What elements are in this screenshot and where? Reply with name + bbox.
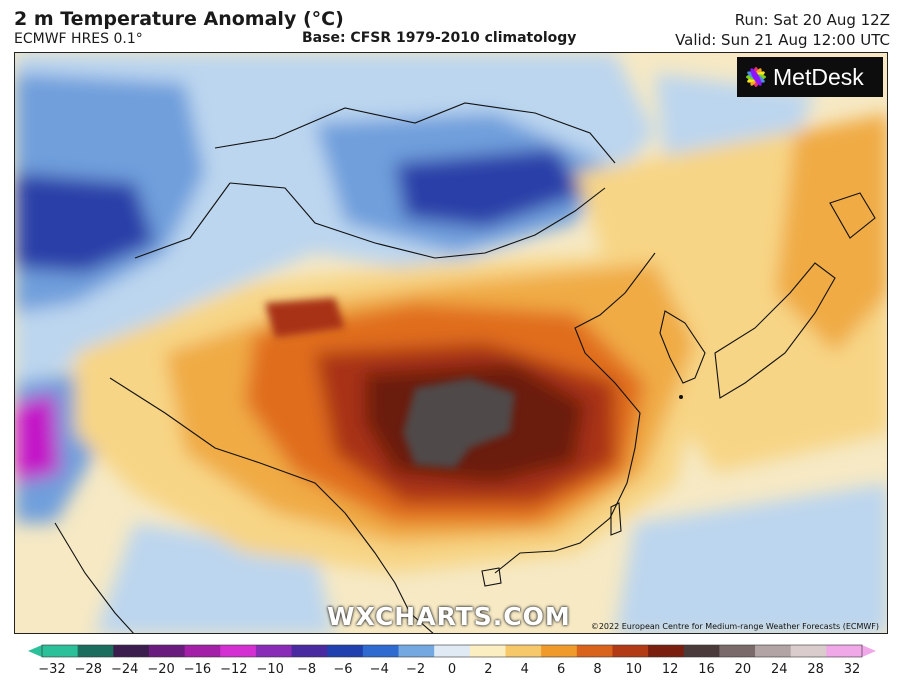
- colorbar-tick-label: 16: [698, 662, 715, 677]
- colorbar-tick-label: 0: [447, 662, 457, 677]
- country-borders: [54, 102, 876, 633]
- metdesk-flower-icon: [746, 67, 766, 87]
- field-cold-pacific-south: [615, 483, 887, 633]
- colorbar-tick-label: 32: [843, 662, 861, 677]
- colorbar-tick-label: −16: [183, 662, 212, 677]
- metdesk-logo: MetDesk: [737, 57, 883, 97]
- japan-honshu: [714, 262, 836, 399]
- border-india-coast: [54, 522, 134, 633]
- jeju-island: [679, 395, 683, 399]
- colorbar-strip: [28, 644, 876, 658]
- colorbar-tick-label: −24: [111, 662, 139, 677]
- border-se-asia: [344, 512, 434, 633]
- colorbar-tick-label: −4: [369, 662, 389, 677]
- colorbar-segment: [755, 645, 792, 657]
- border-mongolia-china: [229, 182, 606, 259]
- colorbar-max-arrow: [862, 645, 876, 657]
- colorbar-segment: [648, 645, 685, 657]
- colorbar-segment: [683, 645, 720, 657]
- colorbar-segment: [362, 645, 400, 657]
- colorbar-segment: [184, 645, 221, 657]
- anomaly-map: MetDesk WXCHARTS.COM ©2022 European Cent…: [14, 52, 888, 634]
- colorbar-segment: [505, 645, 542, 657]
- colorbar-min-arrow: [28, 645, 42, 657]
- colorbar: −32 −28 −24 −20 −16 −12 −10 −8 −6 −4 −2 0 2 4 6 8 10 12 16…: [28, 643, 876, 689]
- colorbar-tick-label: −28: [74, 662, 103, 677]
- colorbar-tick-label: 20: [734, 662, 752, 677]
- chart-title: 2 m Temperature Anomaly (°C): [14, 8, 344, 30]
- border-india-china: [109, 377, 346, 514]
- colorbar-segment: [255, 645, 293, 657]
- colorbar-tick-label: 12: [661, 662, 679, 677]
- colorbar-segment: [612, 645, 649, 657]
- field-cold-deep-mongolia: [395, 148, 585, 228]
- coastline-east-asia: [494, 252, 656, 574]
- border-russia-mongolia: [214, 102, 616, 164]
- colorbar-tick-label: −8: [296, 662, 317, 677]
- model-name: ECMWF HRES 0.1°: [14, 31, 143, 47]
- field-hot-tibet-spot: [265, 298, 345, 338]
- hainan-island: [481, 567, 502, 587]
- colorbar-segment: [576, 645, 614, 657]
- colorbar-segment: [790, 645, 827, 657]
- japan-hokkaido: [829, 192, 876, 239]
- colorbar-tick-label: −20: [147, 662, 175, 677]
- field-warm-japan-sea: [775, 113, 887, 353]
- colorbar-segment: [469, 645, 507, 657]
- colorbar-segment: [148, 645, 186, 657]
- korea-peninsula: [659, 310, 706, 384]
- taiwan-island: [610, 502, 622, 536]
- colorbar-segment: [398, 645, 435, 657]
- colorbar-segment: [327, 645, 364, 657]
- colorbar-tick-label: 8: [593, 662, 602, 677]
- colorbar-segment: [719, 645, 756, 657]
- colorbar-tick-label: −32: [38, 662, 66, 677]
- colorbar-segment: [77, 645, 114, 657]
- colorbar-tick-label: 28: [807, 662, 824, 677]
- colorbar-segment: [113, 645, 150, 657]
- anomaly-field: [15, 53, 887, 633]
- colorbar-segment: [42, 645, 79, 657]
- colorbar-tick-label: −10: [256, 662, 284, 677]
- colorbar-segment: [826, 645, 863, 657]
- colorbar-tick-label: 2: [484, 662, 493, 677]
- wxcharts-watermark: WXCHARTS.COM: [327, 602, 571, 631]
- colorbar-tick-label: 24: [770, 662, 788, 677]
- colorbar-tick-label: 10: [625, 662, 643, 677]
- metdesk-logo-text: MetDesk: [773, 63, 864, 90]
- run-time: Run: Sat 20 Aug 12Z: [734, 11, 890, 29]
- border-china-kazakhstan: [134, 182, 231, 259]
- ecmwf-credit: ©2022 European Centre for Medium-range W…: [590, 622, 879, 631]
- map-canvas: [15, 53, 887, 633]
- colorbar-segment: [291, 645, 328, 657]
- colorbar-segment: [434, 645, 471, 657]
- colorbar-segment: [541, 645, 578, 657]
- field-very-cold-pakistan: [15, 393, 60, 483]
- colorbar-frame: [41, 644, 863, 658]
- colorbar-tick-label: 6: [556, 662, 566, 677]
- anomaly-core: [265, 298, 515, 468]
- colorbar-tick-label: −6: [333, 662, 353, 677]
- climatology-base: Base: CFSR 1979-2010 climatology: [302, 30, 577, 46]
- field-cold-deep-west: [15, 173, 155, 273]
- colorbar-tick-label: −2: [406, 662, 426, 677]
- colorbar-tick-label: 4: [520, 662, 529, 677]
- colorbar-tick-label: −12: [220, 662, 248, 677]
- field-record-core: [403, 378, 515, 468]
- valid-time: Valid: Sun 21 Aug 12:00 UTC: [675, 31, 890, 49]
- colorbar-segment: [220, 645, 257, 657]
